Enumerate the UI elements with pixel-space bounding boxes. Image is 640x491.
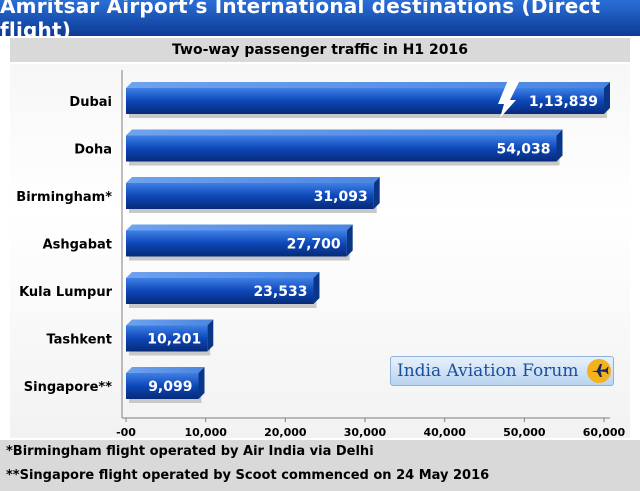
x-tick-label: 50,000 xyxy=(503,426,546,439)
bar-side-face xyxy=(313,272,320,304)
bar-side-face xyxy=(207,319,214,352)
bar-top-face xyxy=(126,272,320,278)
bar-dubai xyxy=(126,88,604,114)
chart-title: Amritsar Airport’s International destina… xyxy=(0,0,640,42)
x-tick-label: 30,000 xyxy=(344,426,387,439)
bar-side-face xyxy=(346,224,353,257)
axis-break-marker xyxy=(498,80,520,118)
bar-top-face xyxy=(126,319,214,326)
category-label: Kula Lumpur xyxy=(19,285,112,300)
bar-top-face xyxy=(126,129,563,136)
value-label: 23,533 xyxy=(253,284,307,300)
category-label: Birmingham* xyxy=(16,190,112,205)
bar-top-face xyxy=(126,224,353,231)
bar-top-face xyxy=(126,367,205,373)
bar-side-face xyxy=(604,82,610,114)
bar-side-face xyxy=(556,129,563,162)
airplane-icon xyxy=(587,359,611,383)
value-label: 27,700 xyxy=(287,237,341,253)
footnote-birmingham: *Birmingham flight operated by Air India… xyxy=(6,444,374,459)
value-label: 9,099 xyxy=(148,379,192,395)
value-label: 10,201 xyxy=(147,332,201,348)
value-label: 54,038 xyxy=(496,142,550,158)
bar-ashgabat xyxy=(126,230,347,257)
logo-text: India Aviation Forum xyxy=(397,361,579,381)
bar-birmingham xyxy=(126,183,374,209)
category-label: Tashkent xyxy=(46,333,112,348)
bar-doha xyxy=(126,135,557,162)
value-label: 1,13,839 xyxy=(529,94,598,110)
category-label: Ashgabat xyxy=(43,238,112,253)
bar-tashkent xyxy=(126,325,208,352)
bar-kulalumpur xyxy=(126,278,314,304)
bar-singapore xyxy=(126,373,199,399)
footnotes-panel xyxy=(0,440,640,491)
category-label: Dubai xyxy=(69,95,112,110)
x-tick-label: -00 xyxy=(116,426,136,439)
x-tick-label: 10,000 xyxy=(184,426,227,439)
x-tick-label: 40,000 xyxy=(423,426,466,439)
bar-top-face xyxy=(126,82,610,88)
bar-top-face xyxy=(126,177,380,183)
footnote-singapore: **Singapore flight operated by Scoot com… xyxy=(6,468,490,483)
bar-side-face xyxy=(198,367,205,399)
x-tick-label: 20,000 xyxy=(264,426,307,439)
india-aviation-forum-logo: India Aviation Forum xyxy=(390,356,614,386)
x-tick-label: 60,000 xyxy=(583,426,626,439)
chart-subtitle: Two-way passenger traffic in H1 2016 xyxy=(10,38,630,62)
bar-side-face xyxy=(373,177,380,209)
category-label: Doha xyxy=(74,143,112,158)
category-label: Singapore** xyxy=(24,380,112,395)
value-label: 31,093 xyxy=(314,189,368,205)
